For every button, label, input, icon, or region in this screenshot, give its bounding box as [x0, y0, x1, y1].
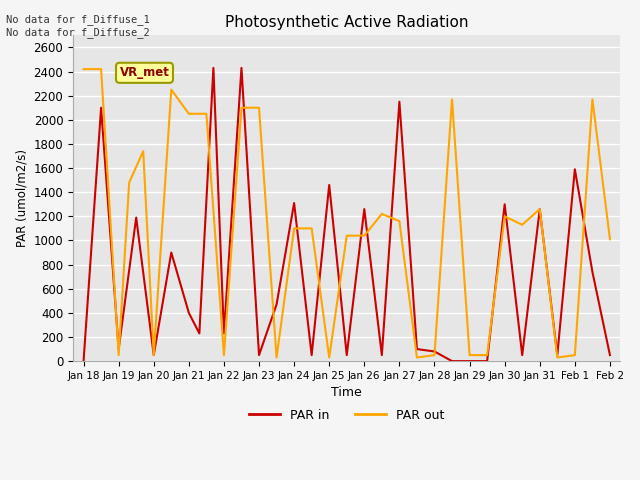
Y-axis label: PAR (umol/m2/s): PAR (umol/m2/s) [15, 149, 28, 247]
Legend: PAR in, PAR out: PAR in, PAR out [244, 404, 449, 427]
Text: No data for f_Diffuse_1
No data for f_Diffuse_2: No data for f_Diffuse_1 No data for f_Di… [6, 14, 150, 38]
Text: VR_met: VR_met [120, 66, 170, 79]
X-axis label: Time: Time [332, 386, 362, 399]
Title: Photosynthetic Active Radiation: Photosynthetic Active Radiation [225, 15, 468, 30]
